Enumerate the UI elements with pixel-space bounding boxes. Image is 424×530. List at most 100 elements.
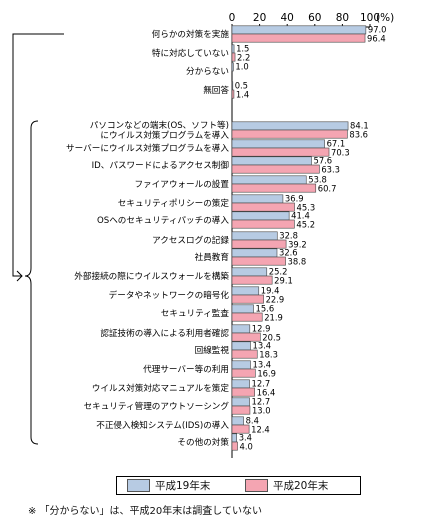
bar-h20 — [231, 52, 236, 62]
bar-h20 — [231, 183, 317, 193]
legend: 平成19年末 平成20年末 — [116, 476, 361, 495]
value-label-h20: 12.4 — [251, 425, 270, 435]
value-label-h20: 13.0 — [252, 406, 271, 416]
bar-h19 — [231, 25, 367, 35]
bar-h19 — [231, 397, 250, 407]
value-label-h20: 45.2 — [296, 220, 315, 230]
category-label: セキュリティ監査 — [161, 307, 230, 319]
x-tick-label: 60 — [308, 12, 321, 24]
value-label-h19: 15.6 — [256, 304, 275, 314]
value-label-h19: 0.5 — [235, 81, 248, 91]
bar-h20 — [231, 33, 366, 43]
value-label-h20: 22.9 — [266, 295, 285, 305]
x-unit-label: (%) — [376, 12, 394, 24]
value-label-h20: 21.9 — [264, 313, 283, 323]
value-label-h19: 12.9 — [252, 324, 271, 334]
bar-h19 — [231, 433, 237, 443]
bar-h19 — [231, 341, 251, 351]
bar-h19 — [231, 231, 278, 241]
category-label: 社員教育 — [195, 251, 230, 263]
category-label: その他の対策 — [177, 436, 229, 448]
x-tick-label: 100 — [360, 12, 380, 24]
bar-h19 — [231, 44, 235, 54]
bar-h20 — [231, 294, 264, 304]
bar-h20 — [231, 275, 273, 285]
value-label-h19: 97.0 — [368, 25, 387, 35]
bar-h20 — [231, 424, 250, 434]
bar-h19 — [231, 286, 260, 296]
bar-h20 — [231, 164, 320, 174]
category-label: ウイルス対策対応マニュアルを策定 — [92, 382, 230, 394]
value-label-h19: 8.4 — [246, 416, 259, 426]
category-label: 無回答 — [203, 84, 229, 96]
category-label: 外部接続の際にウイルスウォールを構築 — [74, 270, 229, 282]
value-label-h20: 20.5 — [262, 333, 281, 343]
bar-h19 — [231, 81, 234, 91]
category-label: OSへのセキュリティパッチの導入 — [97, 214, 229, 226]
footnote: ※ 「分からない」は、平成20年末は調査していない — [28, 506, 262, 517]
value-label-h19: 13.4 — [252, 360, 271, 370]
value-label-h20: 29.1 — [274, 276, 293, 286]
category-label: サーバーにウイルス対策プログラムを導入 — [66, 142, 229, 154]
value-label-h19: 25.2 — [269, 267, 288, 277]
bar-h19 — [231, 139, 325, 149]
bar-h20 — [231, 405, 251, 415]
x-tick-label: 20 — [253, 12, 266, 24]
legend-item-h20: 平成20年末 — [245, 478, 328, 493]
bar-h19 — [231, 324, 251, 334]
bar-h19 — [231, 379, 250, 389]
category-label: 分からない — [186, 66, 229, 77]
bar-h19 — [231, 175, 307, 185]
value-label-h20: 45.3 — [297, 203, 316, 213]
value-label-h20: 1.4 — [236, 90, 249, 100]
x-tick-label: 80 — [336, 12, 349, 24]
value-label-h20: 70.3 — [331, 148, 350, 158]
bar-h19 — [231, 248, 278, 258]
legend-item-h19: 平成19年末 — [127, 478, 210, 493]
value-label-h19: 32.6 — [279, 248, 298, 258]
category-label: セキュリティ管理のアウトソーシング — [84, 400, 230, 412]
bar-h20 — [231, 312, 263, 322]
category-label: ID、パスワードによるアクセス制御 — [92, 159, 230, 171]
value-label-h20: 83.6 — [349, 130, 368, 140]
value-label-h20: 38.8 — [288, 257, 307, 267]
bar-h20 — [231, 332, 261, 342]
bar-h20 — [231, 89, 235, 99]
bar-h19 — [231, 62, 234, 72]
bar-h20 — [231, 239, 287, 249]
value-label-h19: 12.7 — [252, 379, 271, 389]
bar-h19 — [231, 360, 251, 370]
value-label-h20: 16.4 — [257, 388, 276, 398]
legend-swatch-h19 — [127, 479, 150, 492]
bar-h20 — [231, 387, 255, 397]
value-label-h19: 67.1 — [327, 139, 346, 149]
category-label: 回線監視 — [195, 344, 230, 356]
category-label: データやネットワークの暗号化 — [109, 289, 230, 301]
value-label-h20: 16.9 — [257, 369, 276, 379]
category-label: 不正侵入検知システム(IDS)の導入 — [96, 419, 229, 431]
category-label: 特に対応していない — [152, 47, 229, 59]
category-label: アクセスログの記録 — [152, 234, 229, 246]
group-connector-arrow — [16, 270, 23, 282]
bar-h20 — [231, 147, 330, 157]
value-label-h19: 12.7 — [252, 397, 271, 407]
value-label-h19: 57.6 — [313, 156, 332, 166]
legend-label-h20: 平成20年末 — [273, 480, 329, 492]
value-label-h20: 39.2 — [288, 240, 307, 250]
value-label-h20: 96.4 — [367, 34, 386, 44]
category-label: 代理サーバー等の利用 — [143, 363, 229, 375]
bar-h19 — [231, 211, 290, 221]
bar-h19 — [231, 156, 312, 166]
bar-h19 — [231, 416, 244, 426]
bar-h20 — [231, 219, 295, 229]
value-label-h20: 4.0 — [240, 442, 253, 452]
value-label-h19: 84.1 — [350, 121, 369, 131]
bar-h19 — [231, 121, 349, 131]
category-label: 何らかの対策を実施 — [152, 28, 230, 40]
value-label-h19: 32.8 — [279, 231, 298, 241]
bar-h19 — [231, 304, 254, 314]
value-label-h19: 1.0 — [235, 62, 248, 72]
category-label: セキュリティポリシーの策定 — [118, 197, 230, 209]
bar-h19 — [231, 194, 284, 204]
